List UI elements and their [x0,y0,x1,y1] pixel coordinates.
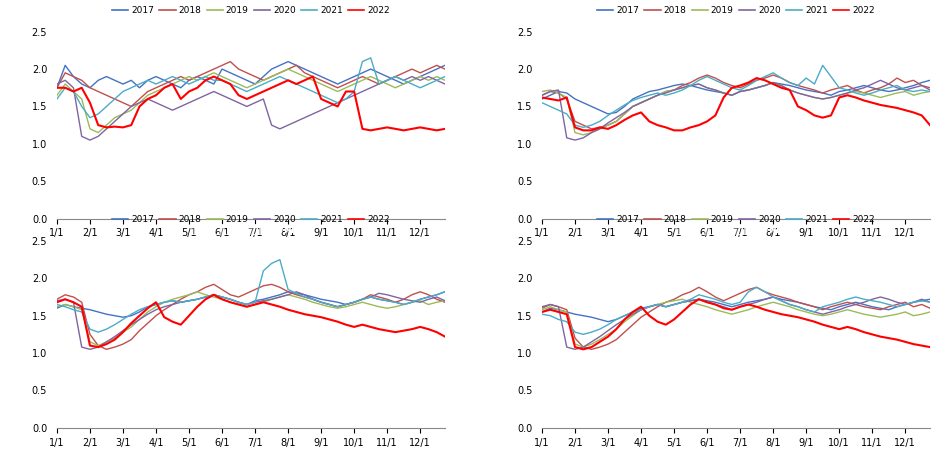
Text: 拥堵延时指数：广州（7DMA）: 拥堵延时指数：广州（7DMA） [192,223,310,236]
Legend: 2017, 2018, 2019, 2020, 2021, 2022: 2017, 2018, 2019, 2020, 2021, 2022 [108,212,394,228]
Text: 拥堵延时指数：深圳（7DMA）: 拥堵延时指数：深圳（7DMA） [677,223,795,236]
Text: 拥堵延时指数：北京（7DMA）: 拥堵延时指数：北京（7DMA） [192,14,310,27]
Legend: 2017, 2018, 2019, 2020, 2021, 2022: 2017, 2018, 2019, 2020, 2021, 2022 [108,3,394,19]
Legend: 2017, 2018, 2019, 2020, 2021, 2022: 2017, 2018, 2019, 2020, 2021, 2022 [593,3,879,19]
Text: 拥堵延时指数：上海（7DMA）: 拥堵延时指数：上海（7DMA） [677,14,795,27]
Legend: 2017, 2018, 2019, 2020, 2021, 2022: 2017, 2018, 2019, 2020, 2021, 2022 [593,212,879,228]
